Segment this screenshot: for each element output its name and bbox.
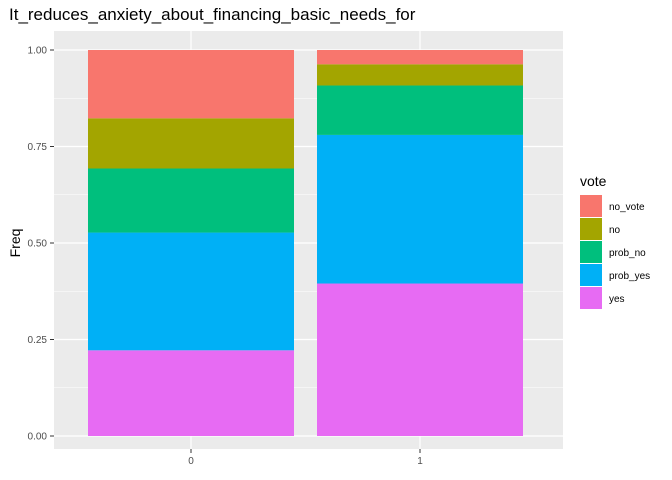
legend-key-prob_yes: [580, 264, 602, 286]
bar-segment-no_vote: [88, 50, 294, 119]
bar-segment-prob_no: [88, 168, 294, 233]
y-tick-label: 0.50: [28, 239, 48, 250]
x-tick-label: 0: [188, 456, 194, 467]
legend-label: no_vote: [609, 202, 645, 213]
bar-segment-prob_yes: [317, 134, 523, 284]
bar-segment-no_vote: [317, 50, 523, 65]
bar-segment-yes: [88, 350, 294, 436]
legend-key-yes: [580, 287, 602, 309]
legend-key-no_vote: [580, 195, 602, 217]
y-tick-label: 0.25: [28, 335, 48, 346]
legend-title: vote: [580, 173, 607, 189]
bars: [88, 50, 523, 436]
y-tick-label: 0.00: [28, 432, 48, 443]
legend-key-no: [580, 218, 602, 240]
bar-segment-yes: [317, 283, 523, 436]
bar-segment-prob_yes: [88, 232, 294, 351]
y-tick-label: 0.75: [28, 142, 48, 153]
y-tick-label: 1.00: [28, 46, 48, 57]
bar-segment-no: [317, 64, 523, 86]
chart-title: It_reduces_anxiety_about_financing_basic…: [9, 5, 416, 24]
legend-label: prob_no: [609, 248, 646, 259]
bar-segment-prob_no: [317, 85, 523, 135]
y-axis-title: Freq: [7, 229, 23, 258]
legend-label: prob_yes: [609, 271, 650, 282]
legend-label: yes: [609, 294, 625, 305]
y-axis: 0.00 0.25 0.50 0.75 1.00: [28, 46, 54, 443]
legend-key-prob_no: [580, 241, 602, 263]
legend-label: no: [609, 225, 621, 236]
bar-segment-no: [88, 118, 294, 169]
x-tick-label: 1: [417, 456, 423, 467]
